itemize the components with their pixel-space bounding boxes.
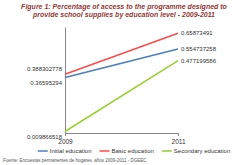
x-axis-line [66,133,179,134]
x-axis: 20092011 [58,133,186,145]
x-tick-mark [178,133,179,136]
legend-item: Basic education [99,148,153,154]
data-label: 0.009866518 [27,134,63,140]
data-label: 0.477199586 [181,58,217,64]
legend: Initial education Basic education Secondar… [38,148,230,154]
lines [65,33,178,131]
legend-swatch [162,150,172,152]
title-line: provide school supplies by education lev… [32,11,215,19]
data-label: 0.65873491 [181,30,213,36]
legend-label: Secondary education [174,148,230,154]
data-labels: 0.388302778 0.36595294 0.009866518 0.658734… [27,30,217,139]
legend-swatch [99,150,109,152]
legend-label: Initial education [50,148,92,154]
x-tick-label: 2011 [172,138,186,145]
y-axis [65,28,66,134]
x-tick-mark [65,133,66,136]
series-line [65,61,178,132]
legend-label: Basic education [111,148,153,154]
data-label: 0.554737258 [181,46,217,52]
y-axis-line [65,28,66,134]
legend-swatch [38,150,48,152]
source-note: Fuente: Encuestas permanentes de hogares… [3,158,147,163]
title: Figure 1: Percentage of access to the pr… [21,3,227,19]
title-line: Figure 1: Percentage of access to the pr… [21,3,227,11]
data-label: 0.36595294 [30,80,62,86]
chart: Figure 1: Percentage of access to the pr… [0,0,248,165]
data-label: 0.388302778 [27,66,63,72]
series-line [65,33,178,74]
legend-item: Secondary education [162,148,230,154]
x-tick: 2011 [172,133,186,145]
legend-item: Initial education [38,148,92,154]
